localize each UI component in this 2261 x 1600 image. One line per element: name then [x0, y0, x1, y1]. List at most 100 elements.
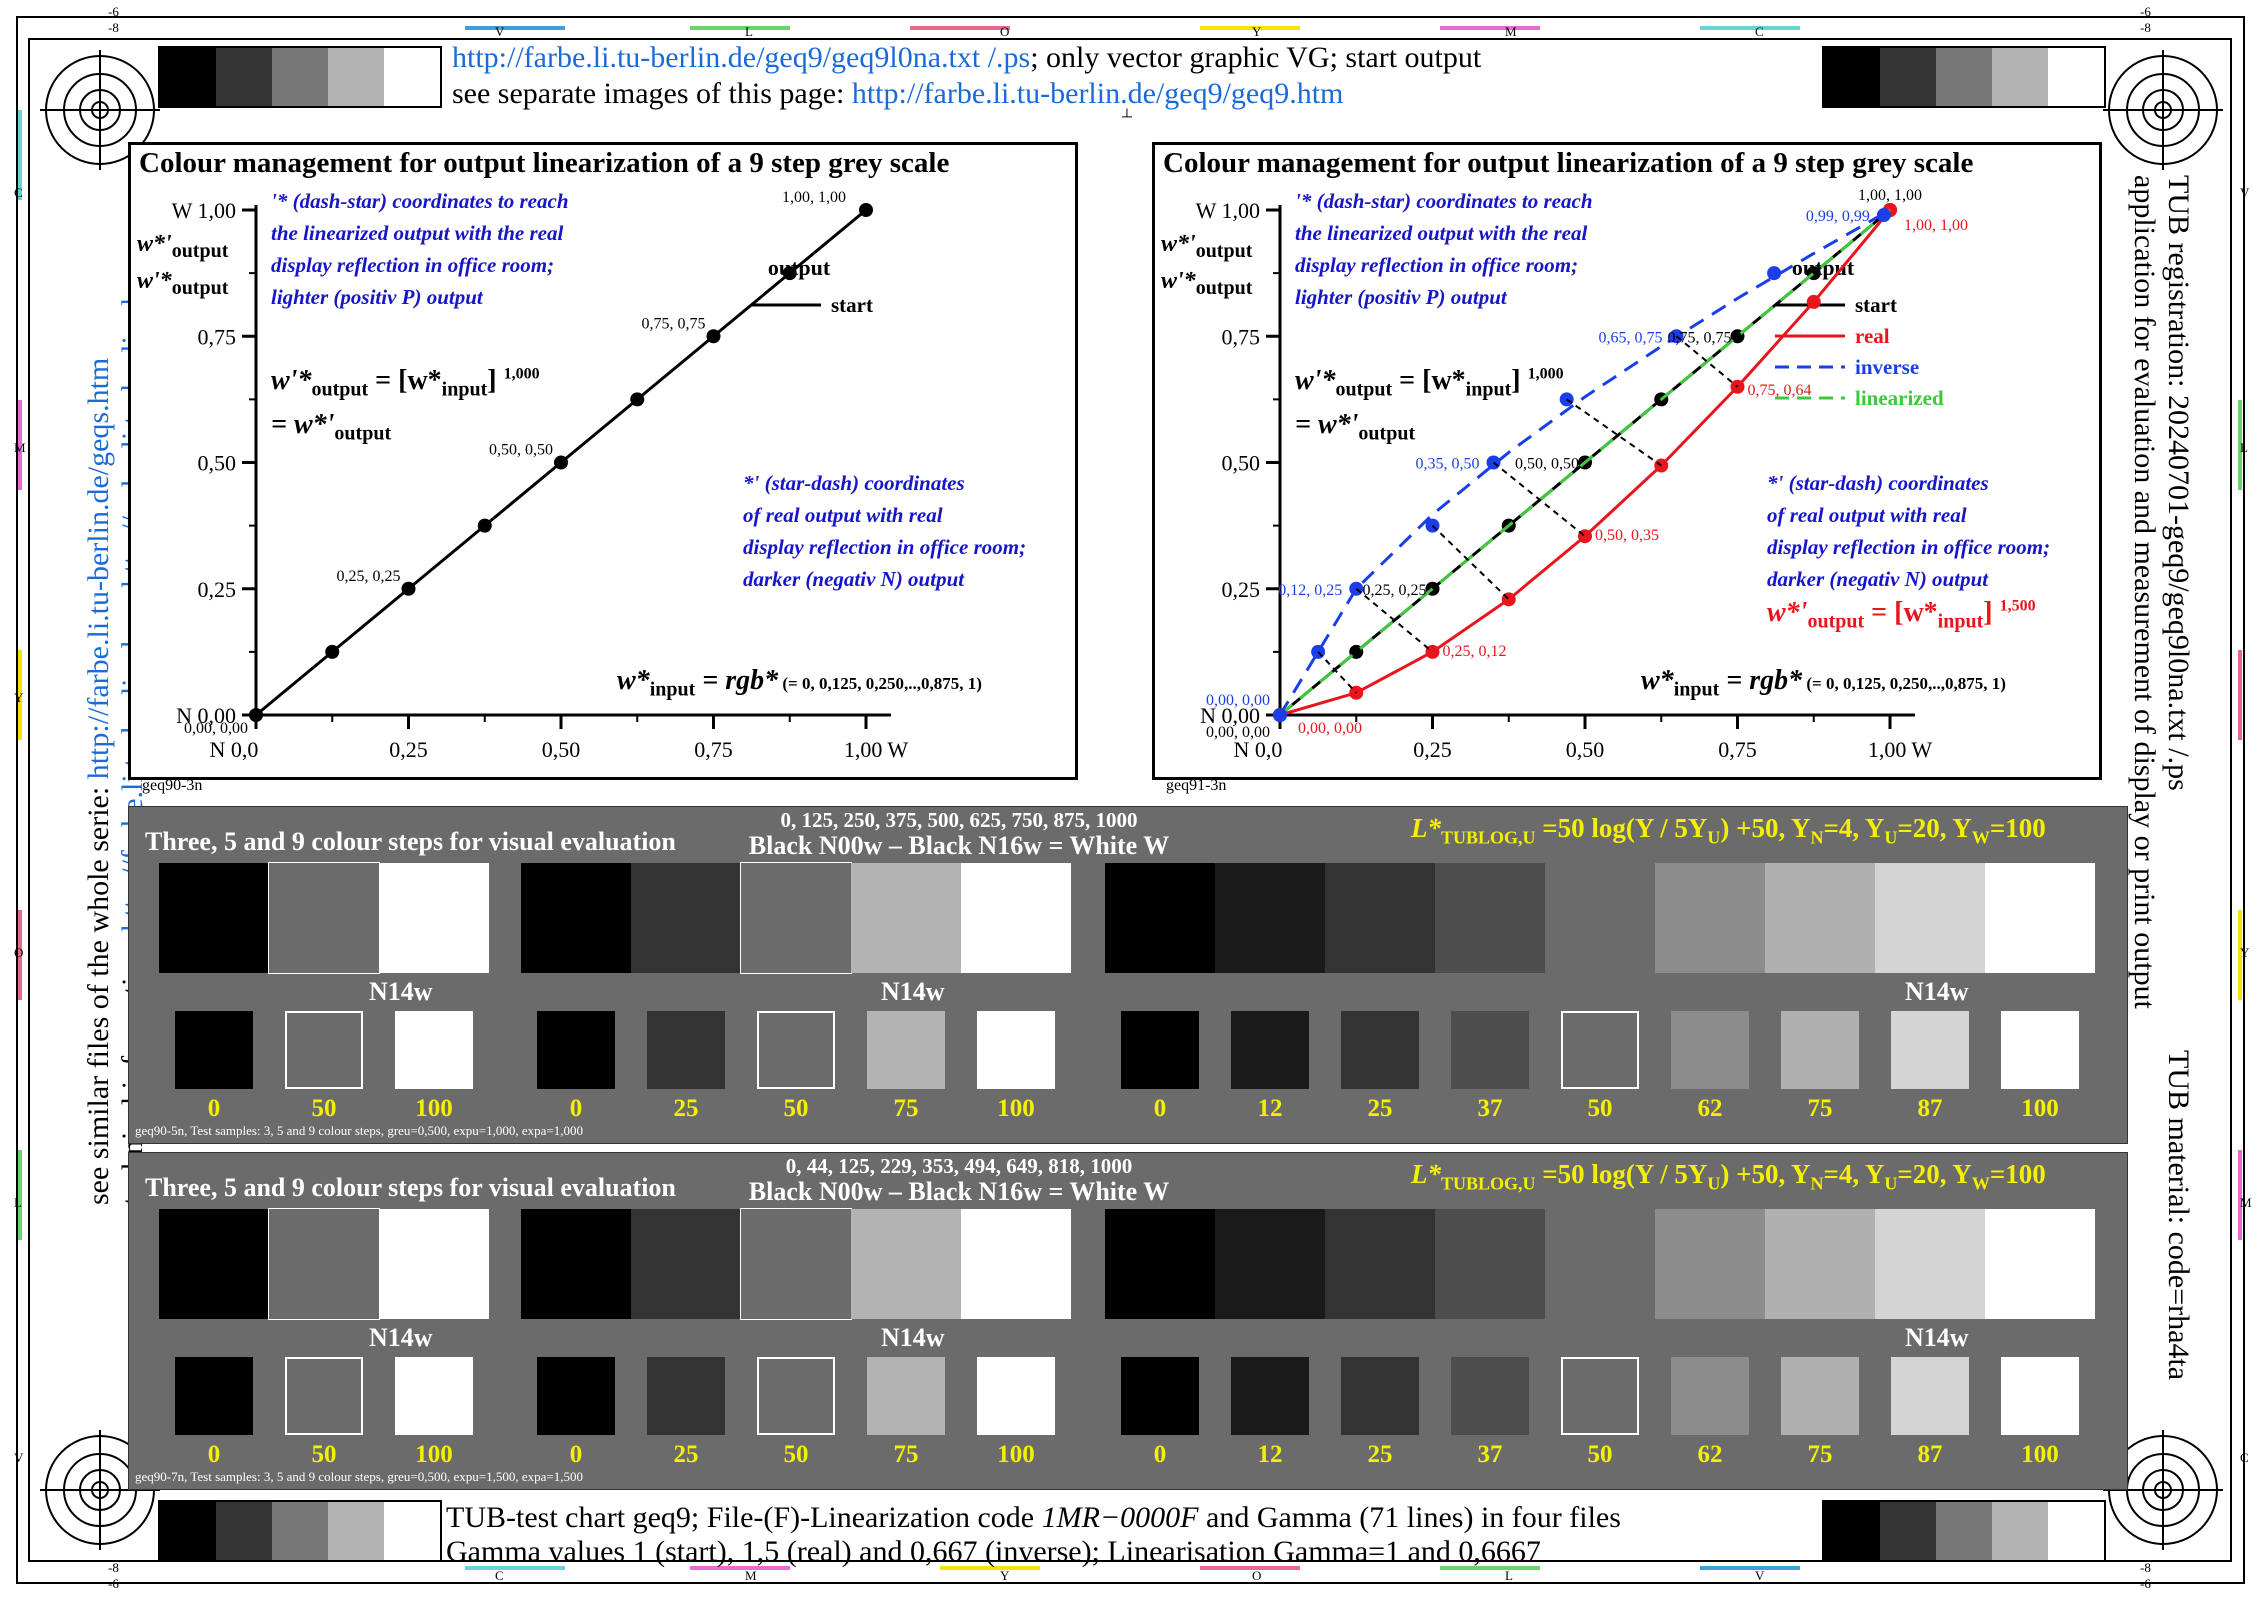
note-dash-star: '* (dash-star) coordinates to reach the … [271, 189, 569, 309]
grey-strip-step [272, 1502, 328, 1560]
grey-strip-top-right [1822, 46, 2106, 108]
small-sample-9step [1121, 1011, 1199, 1089]
large-sample-5step [521, 863, 631, 973]
small-sample-3step [175, 1357, 253, 1435]
header-link-htm[interactable]: http://farbe.li.tu-berlin.de/geq9/geq9.h… [851, 77, 1344, 110]
start-point-label: 0,50, 0,50 [1515, 456, 1579, 473]
grey-strip-step [1880, 48, 1936, 106]
inverse-point-label: 0,00, 0,00 [1206, 692, 1270, 709]
grey-strip-step [328, 1502, 384, 1560]
connector-line [1675, 335, 1739, 388]
large-sample-9step [1655, 1209, 1765, 1319]
edge-letter: M [14, 440, 26, 455]
corner-label: -6 [108, 4, 119, 19]
data-point-start [630, 392, 645, 407]
footer-line-1: TUB-test chart geq9; File-(F)-Linearizat… [446, 1501, 1621, 1534]
edge-color-mark [910, 26, 1010, 30]
grey-strip-step [1992, 48, 2048, 106]
real-point-label: 0,75, 0,64 [1748, 382, 1812, 399]
data-point-start [706, 329, 721, 344]
edge-color-mark [1700, 26, 1800, 30]
y-tick-label: W 1,00 [172, 198, 236, 223]
large-sample-9step [1985, 863, 2095, 973]
small-sample-9step [1671, 1357, 1749, 1435]
header-line-2: see separate images of this page: http:/… [452, 76, 1343, 112]
chart-right-code: geq91-3n [1166, 777, 1227, 794]
sample-value-label: 87 [1917, 1095, 1943, 1122]
real-point-label: 1,00, 1,00 [1904, 217, 1968, 234]
sample-value-label: 100 [997, 1441, 1035, 1468]
left-side-link-series[interactable]: http://farbe.li.tu-berlin.de/geqs.htm [82, 357, 115, 780]
formula-equals-star-dash: = w*'output [1295, 409, 1416, 445]
corner-label: -8 [2140, 1560, 2151, 1575]
header-link-txt[interactable]: http://farbe.li.tu-berlin.de/geq9/geq9l0… [452, 41, 1031, 74]
top-center-mark: ┴ [1122, 110, 1132, 125]
large-sample-9step [1325, 1209, 1435, 1319]
registration-target-top-left [40, 50, 160, 170]
large-sample-5step [740, 1208, 852, 1320]
edge-letter: L [745, 24, 753, 39]
right-side-text-b: TUB material: code=rha4ta [2161, 1050, 2195, 1380]
edge-letter: M [745, 1568, 757, 1583]
panel-lstar-formula: L*TUBLOG,U =50 log(Y / 5YU) +50, YN=4, Y… [1411, 813, 2046, 848]
sample-value-label: 75 [1807, 1441, 1833, 1468]
n14w-label: N14w [881, 1323, 945, 1352]
x-tick-label: 0,25 [1413, 737, 1452, 762]
outer-frame [16, 16, 2245, 1584]
data-point-inverse [1767, 266, 1782, 281]
x-tick-label: 0,50 [1566, 737, 1605, 762]
corner-label: -6 [2140, 1576, 2151, 1591]
series-line-inverse [1278, 208, 1891, 716]
small-sample-3step [395, 1357, 473, 1435]
sample-value-label: 0 [1153, 1095, 1167, 1122]
edge-letter: Y [1000, 1568, 1010, 1583]
edge-color-mark [1200, 1566, 1300, 1570]
data-point-start [477, 518, 492, 533]
data-point-start [325, 644, 340, 659]
edge-color-mark [2238, 400, 2242, 490]
real-point-label: 0,00, 0,00 [1298, 720, 1362, 737]
legend-title: output [768, 255, 831, 280]
large-sample-3step [159, 863, 269, 973]
large-sample-3step [159, 1209, 269, 1319]
corner-label: -6 [108, 1576, 119, 1591]
grey-strip-step [1824, 48, 1880, 106]
large-sample-9step [1435, 863, 1545, 973]
data-point-inverse [1876, 208, 1891, 223]
small-sample-9step [1781, 1011, 1859, 1089]
header-line-1: http://farbe.li.tu-berlin.de/geq9/geq9l0… [452, 40, 1481, 76]
small-sample-3step [285, 1011, 363, 1089]
grey-strip-step [384, 48, 440, 106]
n14w-label: N14w [881, 977, 945, 1006]
large-sample-9step [1875, 863, 1985, 973]
sample-value-label: 50 [311, 1441, 337, 1468]
panel-center-range: Black N00w – Black N16w = White W [748, 831, 1170, 860]
x-tick-label: 0,75 [1718, 737, 1757, 762]
sample-value-label: 37 [1477, 1095, 1503, 1122]
sample-value-label: 37 [1477, 1441, 1503, 1468]
real-point-label: 0,25, 0,12 [1443, 643, 1507, 660]
grey-strip-bottom-right [1822, 1500, 2106, 1562]
sample-value-label: 12 [1257, 1095, 1283, 1122]
sample-value-label: 100 [415, 1095, 453, 1122]
sample-value-label: 50 [783, 1095, 809, 1122]
chart-title: Colour management for output linearizati… [1163, 147, 1974, 179]
sample-value-label: 0 [1153, 1441, 1167, 1468]
grey-strip-top-left [158, 46, 442, 108]
edge-color-mark [2238, 650, 2242, 740]
y-tick-label: 0,75 [198, 324, 237, 349]
edge-color-mark [1440, 1566, 1540, 1570]
edge-letter: L [14, 1195, 22, 1210]
start-point-label: 0,75, 0,75 [1668, 329, 1732, 346]
large-sample-9step [1105, 863, 1215, 973]
small-sample-5step [977, 1011, 1055, 1089]
right-side-text-a: TUB registration: 20240701-geq9/geq9l0na… [2127, 175, 2195, 1009]
edge-color-mark [1700, 1566, 1800, 1570]
edge-letter: M [2240, 1195, 2252, 1210]
x-tick-label: N 0,0 [210, 737, 259, 762]
sample-value-label: 100 [2021, 1095, 2059, 1122]
data-point-start [859, 203, 873, 217]
small-sample-5step [537, 1011, 615, 1089]
data-point-real [1425, 644, 1440, 659]
large-sample-3step [379, 1209, 489, 1319]
